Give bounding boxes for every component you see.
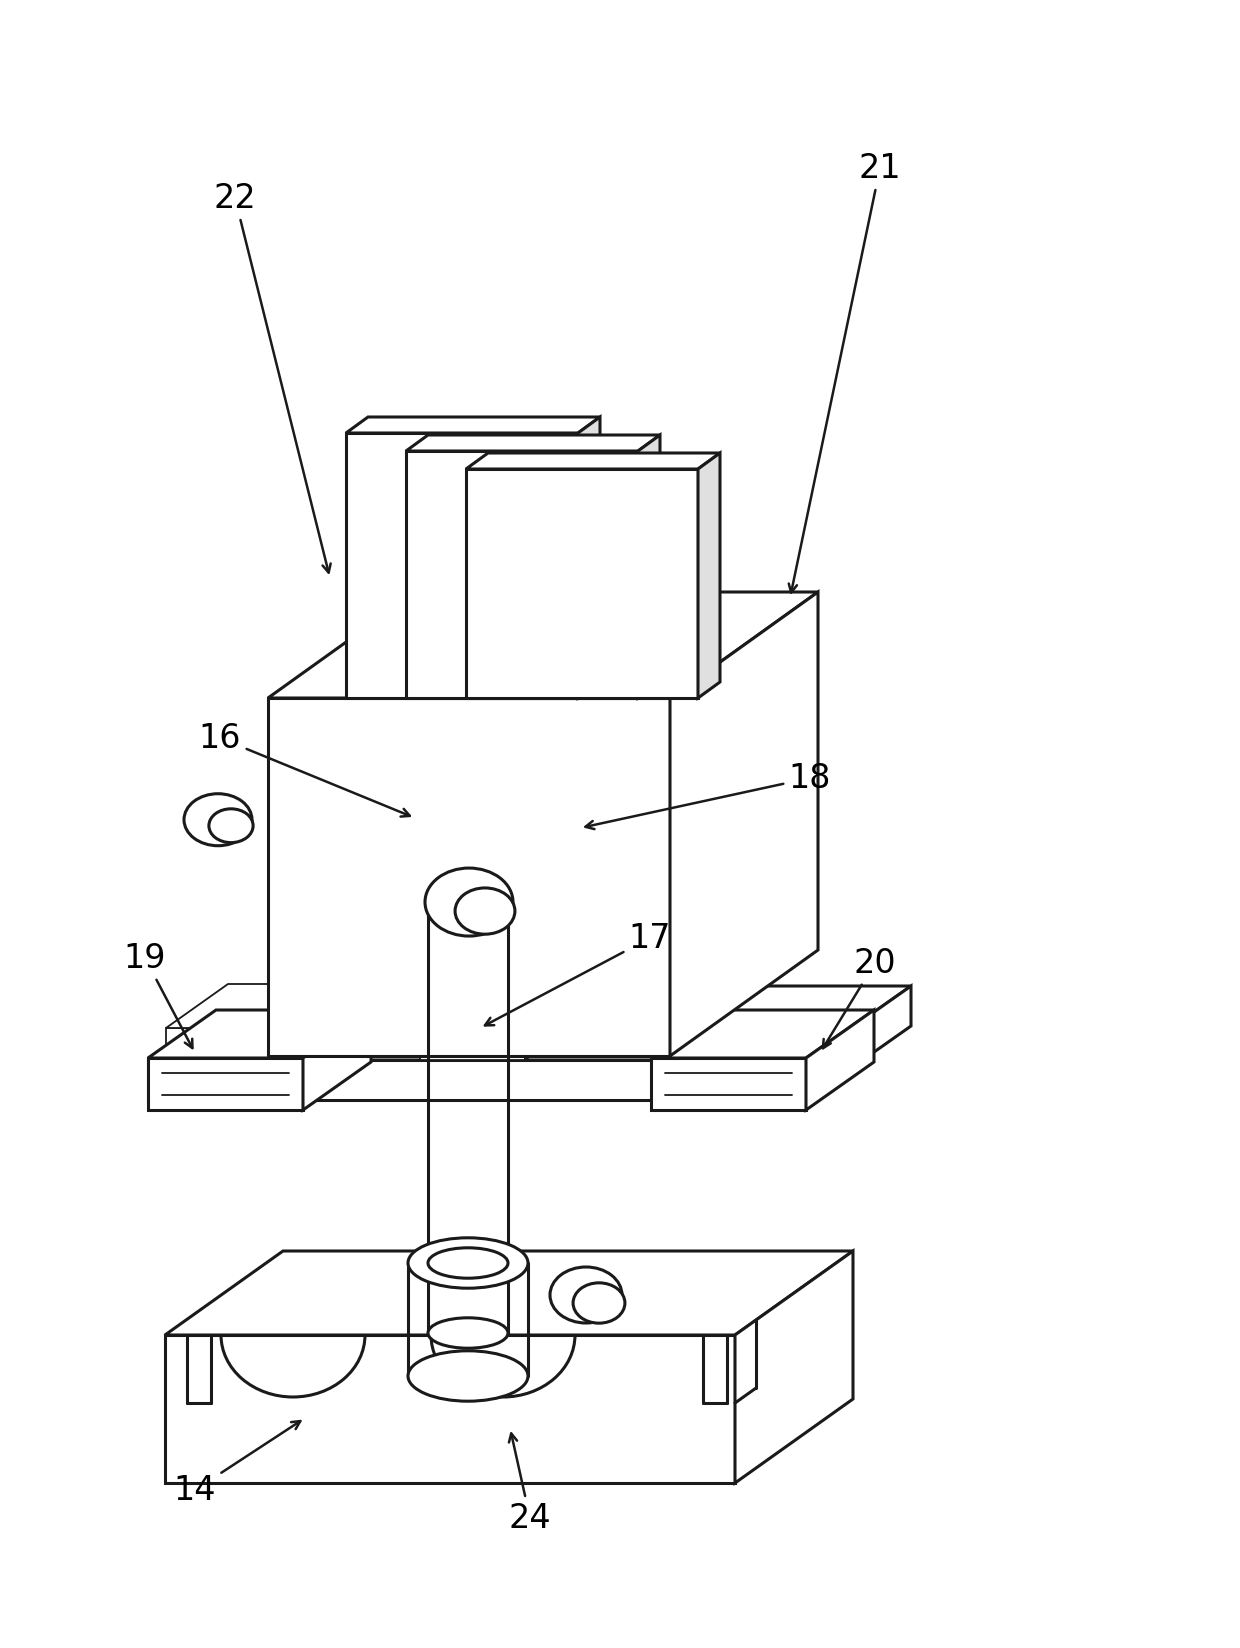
Polygon shape <box>268 699 670 1056</box>
Ellipse shape <box>573 1282 625 1323</box>
Ellipse shape <box>184 794 252 845</box>
Polygon shape <box>806 1010 874 1111</box>
Text: 17: 17 <box>485 921 671 1025</box>
Polygon shape <box>291 984 353 1060</box>
Polygon shape <box>148 1010 371 1058</box>
Polygon shape <box>165 1335 735 1483</box>
Polygon shape <box>346 433 578 699</box>
Ellipse shape <box>428 883 508 913</box>
Text: 16: 16 <box>198 722 410 816</box>
Text: 14: 14 <box>174 1421 300 1506</box>
Polygon shape <box>303 1010 371 1111</box>
Polygon shape <box>639 435 660 699</box>
Polygon shape <box>698 453 720 699</box>
Polygon shape <box>578 417 600 699</box>
Polygon shape <box>148 986 911 1060</box>
Polygon shape <box>148 1060 806 1099</box>
Text: 18: 18 <box>585 761 831 829</box>
Polygon shape <box>466 470 698 699</box>
Polygon shape <box>651 1058 806 1111</box>
Text: 20: 20 <box>823 946 897 1048</box>
Polygon shape <box>466 453 720 470</box>
Ellipse shape <box>551 1267 622 1323</box>
Polygon shape <box>405 435 660 452</box>
Ellipse shape <box>408 1238 528 1289</box>
Text: 19: 19 <box>124 941 192 1048</box>
Ellipse shape <box>208 809 253 842</box>
Ellipse shape <box>428 1318 508 1348</box>
Polygon shape <box>346 417 600 433</box>
Polygon shape <box>651 1010 874 1058</box>
Polygon shape <box>268 592 818 699</box>
Polygon shape <box>806 986 911 1099</box>
Polygon shape <box>148 1058 303 1111</box>
Ellipse shape <box>425 868 513 936</box>
Text: 22: 22 <box>213 181 331 572</box>
Polygon shape <box>670 592 818 1056</box>
Polygon shape <box>165 1251 853 1335</box>
Polygon shape <box>405 452 639 699</box>
Polygon shape <box>735 1251 853 1483</box>
Polygon shape <box>166 1028 291 1060</box>
Polygon shape <box>420 990 583 1030</box>
Polygon shape <box>420 1030 525 1060</box>
Text: 24: 24 <box>508 1434 552 1534</box>
Polygon shape <box>525 990 583 1060</box>
Polygon shape <box>166 984 353 1028</box>
Ellipse shape <box>455 888 515 934</box>
Ellipse shape <box>408 1351 528 1401</box>
Text: 21: 21 <box>789 152 901 593</box>
Ellipse shape <box>428 1248 508 1279</box>
